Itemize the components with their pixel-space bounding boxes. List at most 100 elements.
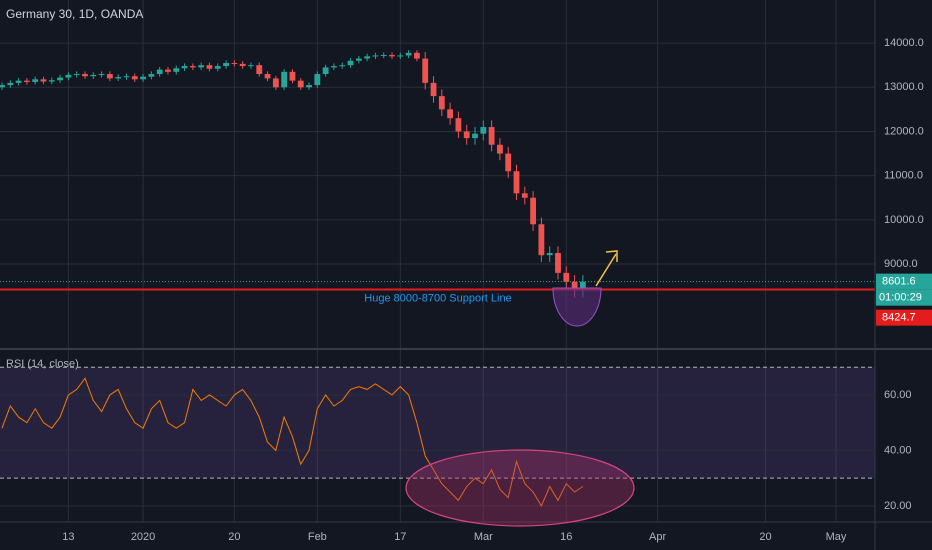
current-price-box: [876, 273, 932, 290]
x-tick-label: Apr: [649, 531, 666, 543]
candle-body: [65, 74, 72, 78]
candle-body: [32, 79, 39, 82]
candle-body: [82, 74, 88, 77]
candle-body: [463, 131, 470, 139]
candle-body: [488, 127, 495, 145]
candle-body: [156, 69, 163, 75]
candle-body: [438, 96, 445, 110]
marks: [0, 50, 875, 507]
candle-body: [331, 66, 337, 68]
candle-body: [15, 80, 22, 83]
candle-body: [148, 74, 155, 77]
x-tick-label: 2020: [131, 531, 155, 543]
candle-body: [355, 58, 362, 61]
candle-body: [339, 65, 346, 67]
candle-body: [414, 52, 420, 59]
candle-body: [505, 153, 512, 172]
y-tick-label: 10000.0: [884, 214, 924, 226]
candle-body: [272, 78, 279, 88]
candle-body: [571, 281, 578, 291]
candle-body: [73, 74, 80, 76]
candle-body: [181, 66, 188, 69]
candle-body: [123, 76, 130, 78]
candle-body: [455, 118, 462, 132]
x-tick-label: May: [826, 531, 847, 543]
candle-body: [447, 109, 454, 119]
x-tick-label: 17: [394, 531, 406, 543]
candle-body: [563, 272, 570, 282]
chart-title: Germany 30, 1D, OANDA: [6, 7, 143, 21]
candle-body: [389, 55, 395, 57]
candle-body: [131, 76, 138, 80]
candle-body: [281, 71, 288, 88]
candle-body: [223, 62, 229, 67]
support-price-box: [876, 309, 932, 326]
candle-body: [140, 76, 146, 80]
candle-body: [239, 63, 246, 67]
x-tick-label: Feb: [308, 531, 327, 543]
candle-body: [214, 66, 221, 69]
candle-body: [98, 74, 105, 76]
rsi-highlight: [405, 449, 635, 527]
candle-body: [472, 133, 478, 139]
candle-body: [364, 56, 371, 59]
countdown: 01:00:29: [879, 292, 922, 304]
x-tick-label: 20: [228, 531, 240, 543]
candle-body: [422, 58, 429, 83]
candle-body: [480, 127, 487, 134]
candle-body: [189, 66, 196, 68]
candle-body: [405, 52, 412, 56]
y-tick-label: 9000.0: [884, 258, 918, 270]
candle-body: [289, 71, 296, 81]
candle-body: [297, 80, 304, 88]
candle-body: [521, 193, 528, 198]
candle-body: [380, 55, 387, 57]
x-tick-label: Mar: [474, 531, 493, 543]
x-tick-label: 13: [62, 531, 74, 543]
y-tick-label: 40.00: [884, 444, 912, 456]
candle-body: [306, 85, 312, 88]
candle-body: [397, 55, 404, 57]
x-tick-label: 20: [759, 531, 771, 543]
candle-body: [264, 74, 271, 79]
y-tick-label: 12000.0: [884, 125, 924, 137]
x-tick-label: 16: [560, 531, 572, 543]
candle-body: [198, 65, 205, 68]
candle-body: [555, 252, 561, 273]
candle-body: [497, 144, 503, 154]
candle-body: [231, 62, 238, 64]
y-tick-label: 60.00: [884, 389, 912, 401]
y-tick-label: 20.00: [884, 500, 912, 512]
candle-body: [530, 197, 537, 225]
y-tick-label: 13000.0: [884, 81, 924, 93]
candle-body: [40, 79, 47, 82]
candle-body: [372, 55, 379, 57]
arrow-head: [605, 250, 618, 262]
countdown-box: [876, 289, 932, 306]
candle-body: [347, 60, 354, 66]
candle-body: [256, 65, 263, 75]
current-price-label: 8601.6: [882, 276, 916, 288]
candle-body: [314, 74, 321, 86]
candle-body: [430, 82, 437, 97]
support-price-label: 8424.7: [882, 312, 916, 324]
candle-body: [23, 80, 30, 82]
candle-body: [0, 85, 5, 88]
rsi-title: RSI (14, close): [6, 358, 79, 370]
candle-body: [322, 67, 329, 75]
candle-body: [57, 77, 63, 81]
candle-body: [106, 74, 113, 79]
arrow: [595, 253, 617, 287]
candle-body: [48, 80, 55, 82]
candle-body: [579, 281, 586, 291]
candle-body: [513, 171, 520, 194]
y-tick-label: 11000.0: [884, 170, 923, 182]
candle-body: [173, 68, 180, 72]
rsi-line: [1, 377, 584, 507]
y-tick-label: 14000.0: [884, 37, 924, 49]
candle-body: [546, 252, 553, 256]
candle-body: [90, 74, 97, 77]
